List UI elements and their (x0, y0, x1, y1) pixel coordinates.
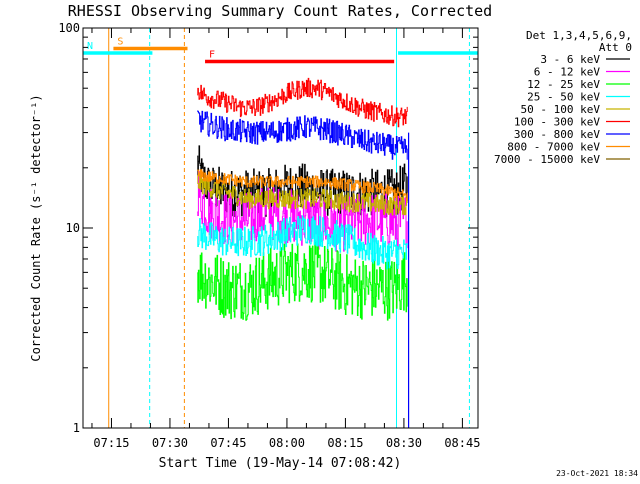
series-line-300-to-800keV (197, 110, 408, 160)
y-tick-label-1: 1 (73, 421, 80, 435)
legend-header-line-1: Det 1,3,4,5,6,9, (526, 29, 632, 42)
series-line-800-to-7000keV (197, 169, 408, 201)
series-line-100-to-300keV (197, 77, 408, 128)
legend-label-3: 25 - 50 keV (527, 91, 600, 104)
x-tick-label-0845: 08:45 (444, 436, 480, 450)
series-line-50-to-100keV (197, 173, 408, 216)
x-tick-label-0815: 08:15 (327, 436, 363, 450)
legend-label-0: 3 - 6 keV (540, 53, 600, 66)
x-tick-label-0830: 08:30 (386, 436, 422, 450)
legend-label-4: 50 - 100 keV (521, 103, 601, 116)
y-axis-label: Corrected Count Rate (s⁻¹ detector⁻¹) (29, 94, 43, 361)
legend-label-6: 300 - 800 keV (514, 128, 600, 141)
flag-label-s: S (117, 36, 123, 47)
x-tick-label-0730: 07:30 (152, 436, 188, 450)
legend-header-line-2: Att 0 (599, 41, 632, 54)
x-tick-label-0800: 08:00 (269, 436, 305, 450)
legend-label-1: 6 - 12 keV (534, 66, 601, 79)
x-axis-label: Start Time (19-May-14 07:08:42) (159, 456, 402, 471)
legend-label-5: 100 - 300 keV (514, 116, 600, 129)
x-tick-label-0745: 07:45 (210, 436, 246, 450)
series-line-12-to-25keV (197, 239, 408, 321)
y-tick-label-100: 100 (58, 21, 80, 35)
legend-label-2: 12 - 25 keV (527, 78, 600, 91)
plot-layer: S N F 1 10 100 07:15 07:30 07:45 08:00 08:15 08:30 0… (58, 21, 630, 450)
legend-label-7: 800 - 7000 keV (507, 141, 600, 154)
footer-date: 23-Oct-2021 18:34 (556, 469, 638, 478)
legend-label-8: 7000 - 15000 keV (494, 153, 600, 166)
flag-label-f: F (209, 49, 215, 60)
flag-label-n: N (87, 41, 93, 52)
chart-title: RHESSI Observing Summary Count Rates, Co… (68, 2, 492, 20)
x-tick-label-0715: 07:15 (93, 436, 129, 450)
series-traces (197, 77, 408, 321)
y-tick-label-10: 10 (66, 221, 80, 235)
series-line-25-to-50keV (197, 215, 408, 270)
